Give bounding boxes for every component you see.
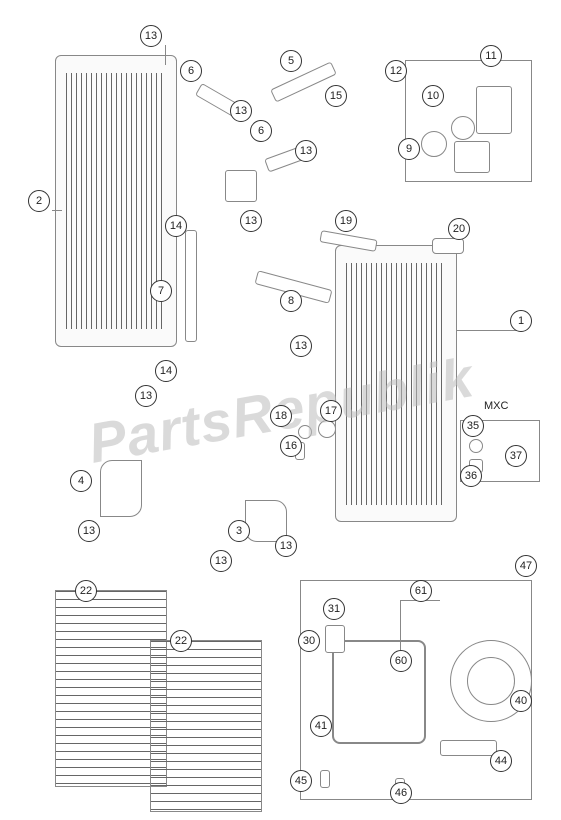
- callout-13[interactable]: 13: [78, 520, 100, 542]
- washer-18: [298, 425, 312, 439]
- radiator-left: [55, 55, 177, 347]
- callout-17[interactable]: 17: [320, 400, 342, 422]
- callout-13[interactable]: 13: [275, 535, 297, 557]
- radiator-cap: [432, 238, 464, 254]
- callout-6[interactable]: 6: [250, 120, 272, 142]
- callout-9[interactable]: 9: [398, 138, 420, 160]
- part-housing: [476, 86, 512, 134]
- callout-20[interactable]: 20: [448, 218, 470, 240]
- callout-3[interactable]: 3: [228, 520, 250, 542]
- callout-5[interactable]: 5: [280, 50, 302, 72]
- callout-18[interactable]: 18: [270, 405, 292, 427]
- callout-41[interactable]: 41: [310, 715, 332, 737]
- thermostat-assembly-box: [405, 60, 532, 182]
- callout-11[interactable]: 11: [480, 45, 502, 67]
- callout-47[interactable]: 47: [515, 555, 537, 577]
- callout-61[interactable]: 61: [410, 580, 432, 602]
- callout-13[interactable]: 13: [295, 140, 317, 162]
- part-35: [469, 439, 483, 453]
- radiator-right: [335, 245, 457, 522]
- variant-label: MXC: [484, 400, 508, 412]
- callout-13[interactable]: 13: [140, 25, 162, 47]
- thermoswitch: [325, 625, 345, 653]
- leader: [165, 45, 166, 65]
- fan-frame: [332, 640, 426, 744]
- callout-19[interactable]: 19: [335, 210, 357, 232]
- callout-30[interactable]: 30: [298, 630, 320, 652]
- part-oring: [421, 131, 447, 157]
- callout-15[interactable]: 15: [325, 85, 347, 107]
- callout-12[interactable]: 12: [385, 60, 407, 82]
- callout-13[interactable]: 13: [230, 100, 252, 122]
- callout-13[interactable]: 13: [135, 385, 157, 407]
- callout-37[interactable]: 37: [505, 445, 527, 467]
- callout-31[interactable]: 31: [323, 598, 345, 620]
- grommet-17: [318, 420, 336, 438]
- callout-46[interactable]: 46: [390, 782, 412, 804]
- callout-10[interactable]: 10: [422, 85, 444, 107]
- callout-14[interactable]: 14: [165, 215, 187, 237]
- callout-35[interactable]: 35: [462, 415, 484, 437]
- callout-7[interactable]: 7: [150, 280, 172, 302]
- callout-22[interactable]: 22: [75, 580, 97, 602]
- callout-13[interactable]: 13: [240, 210, 262, 232]
- callout-13[interactable]: 13: [210, 550, 232, 572]
- screw-45: [320, 770, 330, 788]
- callout-4[interactable]: 4: [70, 470, 92, 492]
- elbow-4: [100, 460, 142, 517]
- callout-2[interactable]: 2: [28, 190, 50, 212]
- callout-8[interactable]: 8: [280, 290, 302, 312]
- y-piece: [225, 170, 257, 202]
- callout-36[interactable]: 36: [460, 465, 482, 487]
- leader: [456, 330, 518, 331]
- callout-6[interactable]: 6: [180, 60, 202, 82]
- callout-1[interactable]: 1: [510, 310, 532, 332]
- radiator-grille-front: [150, 640, 262, 812]
- callout-13[interactable]: 13: [290, 335, 312, 357]
- cooling-system-diagram: MXC PartsRepublik 1234566789101112131313…: [0, 0, 561, 820]
- leader: [52, 210, 62, 211]
- bracket-44: [440, 740, 497, 756]
- part-thermostat: [451, 116, 475, 140]
- callout-45[interactable]: 45: [290, 770, 312, 792]
- hose-7: [185, 230, 197, 342]
- part-outlet: [454, 141, 490, 173]
- callout-14[interactable]: 14: [155, 360, 177, 382]
- callout-22[interactable]: 22: [170, 630, 192, 652]
- callout-60[interactable]: 60: [390, 650, 412, 672]
- callout-40[interactable]: 40: [510, 690, 532, 712]
- callout-44[interactable]: 44: [490, 750, 512, 772]
- callout-16[interactable]: 16: [280, 435, 302, 457]
